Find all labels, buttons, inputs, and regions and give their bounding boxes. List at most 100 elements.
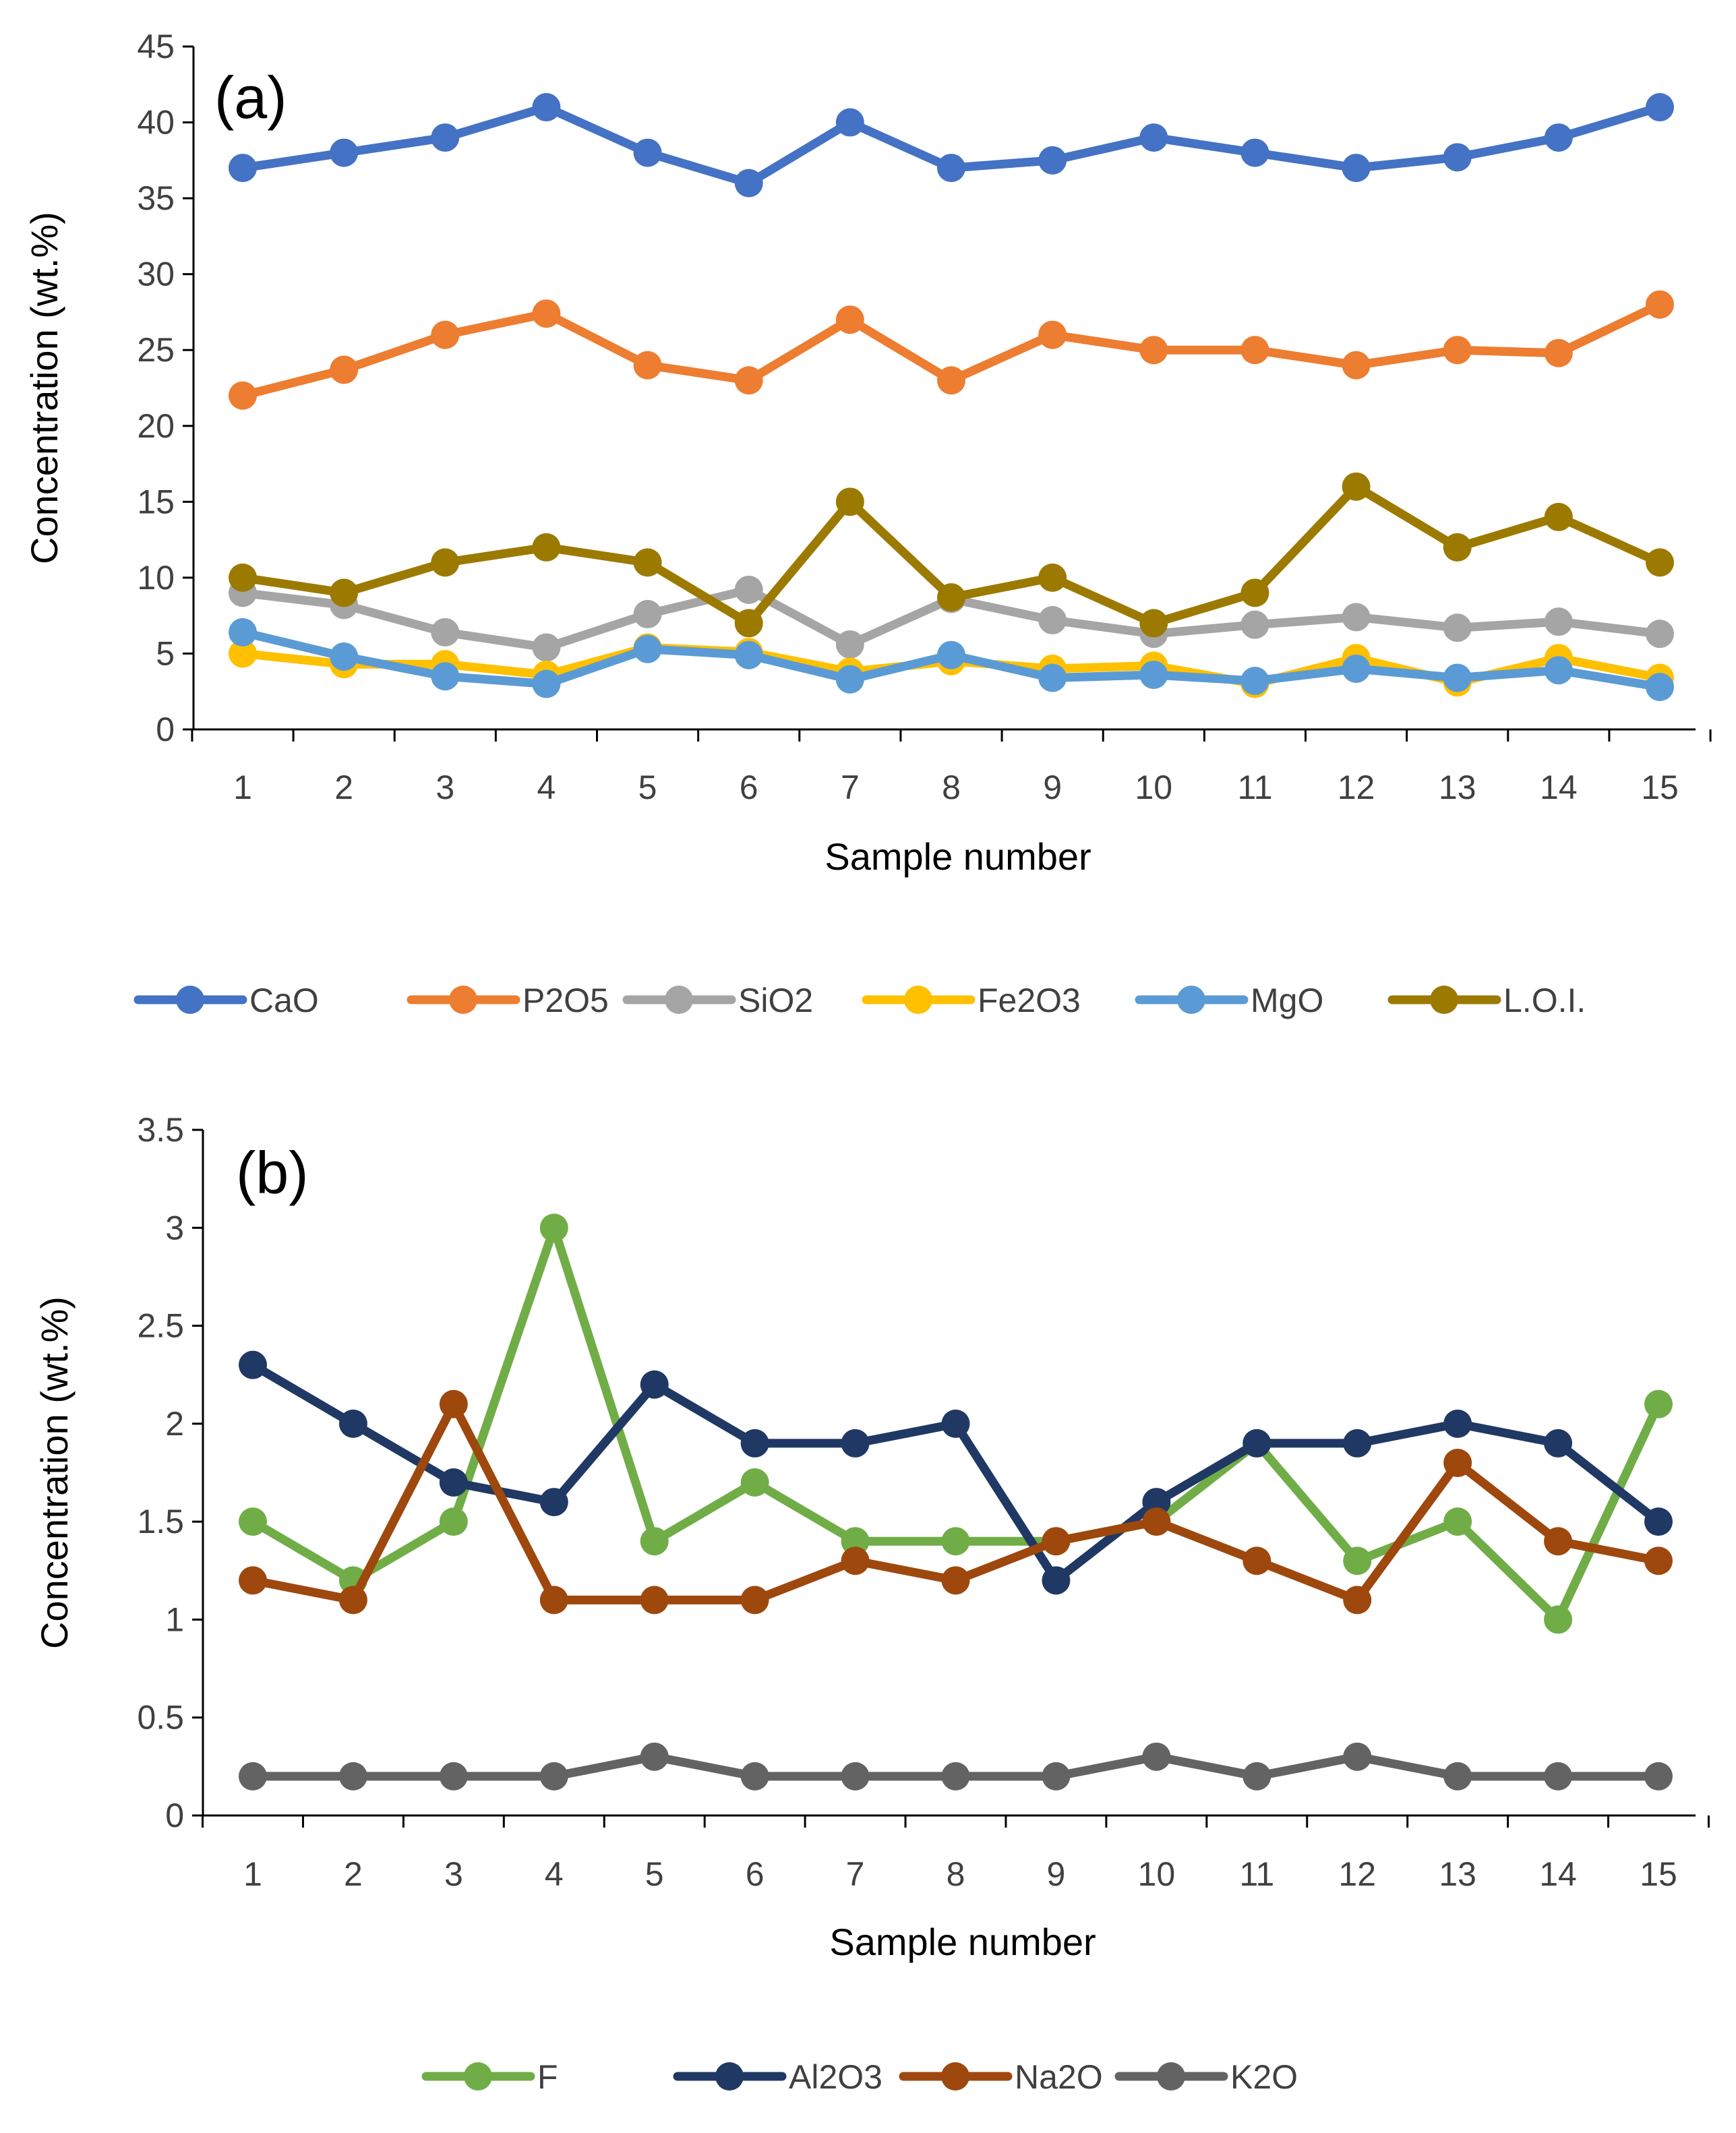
data-point-K2O [640,1742,669,1771]
data-point-Na2O [1644,1546,1673,1575]
panel-label: (a) [214,64,287,131]
data-point-K2O [1544,1762,1573,1791]
x-tick-label: 10 [1135,769,1172,806]
data-point-Na2O [941,1566,970,1595]
data-point-L.O.I. [835,487,864,516]
x-tick-label: 4 [545,1855,564,1893]
data-point-CaO [937,154,965,183]
x-tick-label: 11 [1237,769,1272,806]
data-point-Al2O3 [740,1429,769,1458]
data-point-Na2O [1443,1448,1472,1477]
y-tick-label: 3.5 [137,1111,184,1149]
data-point-Al2O3 [1343,1429,1372,1458]
data-point-Na2O [1544,1527,1573,1556]
legend-label: P2O5 [522,982,609,1019]
legend-item-Fe2O3: Fe2O3 [862,982,1081,1019]
series-F [239,1213,1673,1634]
data-point-Na2O [439,1389,468,1418]
legend-label: K2O [1230,2058,1298,2096]
legend-item-SiO2: SiO2 [622,982,813,1019]
data-point-Na2O [1243,1546,1271,1575]
data-point-P2O5 [330,355,359,384]
y-tick-label: 15 [137,483,175,520]
data-point-SiO2 [1646,620,1674,649]
legend-item-L.O.I.: L.O.I. [1387,982,1586,1019]
data-point-Na2O [740,1586,769,1615]
data-point-K2O [439,1762,468,1791]
legend-swatch-marker [665,986,693,1014]
data-point-SiO2 [633,599,662,628]
x-tick-label: 2 [334,769,353,806]
data-point-CaO [532,93,561,122]
data-point-L.O.I. [330,578,359,607]
data-point-MgO [1646,672,1674,701]
y-tick-label: 2.5 [137,1307,184,1345]
data-point-K2O [1042,1762,1071,1791]
data-point-MgO [1544,656,1573,685]
data-point-MgO [633,634,662,663]
data-point-MgO [1443,663,1472,692]
x-tick-label: 13 [1439,769,1476,806]
data-point-SiO2 [1443,613,1472,642]
legend: CaO P2O5 SiO2 Fe2O3 MgO L.O.I. [133,982,1586,1019]
y-tick-label: 40 [137,104,175,142]
series-K2O [239,1742,1673,1791]
x-tick-label: 5 [645,1855,664,1893]
chart-b: 00.511.522.533.51 2 3 4 5 6 7 8 9 10 11 12 13 14 15Sam… [33,1111,1710,2096]
data-point-L.O.I. [937,583,965,612]
x-tick-label: 11 [1239,1855,1274,1893]
data-point-L.O.I. [633,548,662,577]
data-point-Na2O [338,1586,367,1615]
data-point-MgO [431,662,460,691]
legend-label: MgO [1251,982,1323,1019]
data-point-MgO [734,640,763,669]
x-tick-label: 14 [1539,1855,1577,1893]
data-point-MgO [330,642,359,671]
legend-item-F: F [421,2058,558,2096]
data-point-F [740,1468,769,1497]
x-tick-label: 9 [1043,769,1062,806]
series-L.O.I. [229,472,1674,638]
x-tick-label: 8 [942,769,961,806]
data-point-P2O5 [1139,336,1168,365]
data-point-K2O [941,1762,970,1791]
data-point-L.O.I. [431,548,460,577]
data-point-MgO [532,669,561,698]
data-point-L.O.I. [734,609,763,638]
data-point-L.O.I. [1139,609,1168,638]
x-tick-label: 13 [1439,1855,1476,1893]
data-point-P2O5 [431,320,460,349]
data-point-SiO2 [1342,603,1371,632]
legend-item-MgO: MgO [1135,982,1323,1019]
data-point-P2O5 [633,351,662,380]
data-point-K2O [1243,1762,1271,1791]
data-point-P2O5 [1038,320,1067,349]
data-point-K2O [1443,1762,1472,1791]
y-tick-label: 45 [137,28,175,65]
x-tick-label: 1 [243,1855,262,1893]
y-tick-label: 5 [156,634,175,672]
y-tick-label: 25 [137,331,175,369]
data-point-F [1544,1605,1573,1634]
data-point-Na2O [1142,1507,1171,1536]
data-point-CaO [734,169,763,198]
y-tick-label: 0 [165,1797,184,1834]
data-point-SiO2 [734,575,763,604]
y-tick-label: 2 [165,1405,184,1443]
series-Na2O [239,1389,1673,1615]
legend-swatch-marker [1177,986,1205,1014]
legend-swatch-marker [1157,2062,1185,2091]
data-point-Al2O3 [1644,1507,1673,1536]
data-point-MgO [229,618,257,647]
data-point-Al2O3 [941,1409,970,1438]
y-axis-title: Concentration (wt.%) [33,1296,76,1649]
data-point-Al2O3 [239,1350,267,1379]
data-point-SiO2 [1240,610,1269,639]
legend-item-P2O5: P2O5 [407,982,609,1019]
data-point-CaO [330,138,359,167]
legend-item-Al2O3: Al2O3 [673,2058,882,2096]
data-point-F [239,1507,267,1536]
data-point-F [1644,1389,1673,1418]
